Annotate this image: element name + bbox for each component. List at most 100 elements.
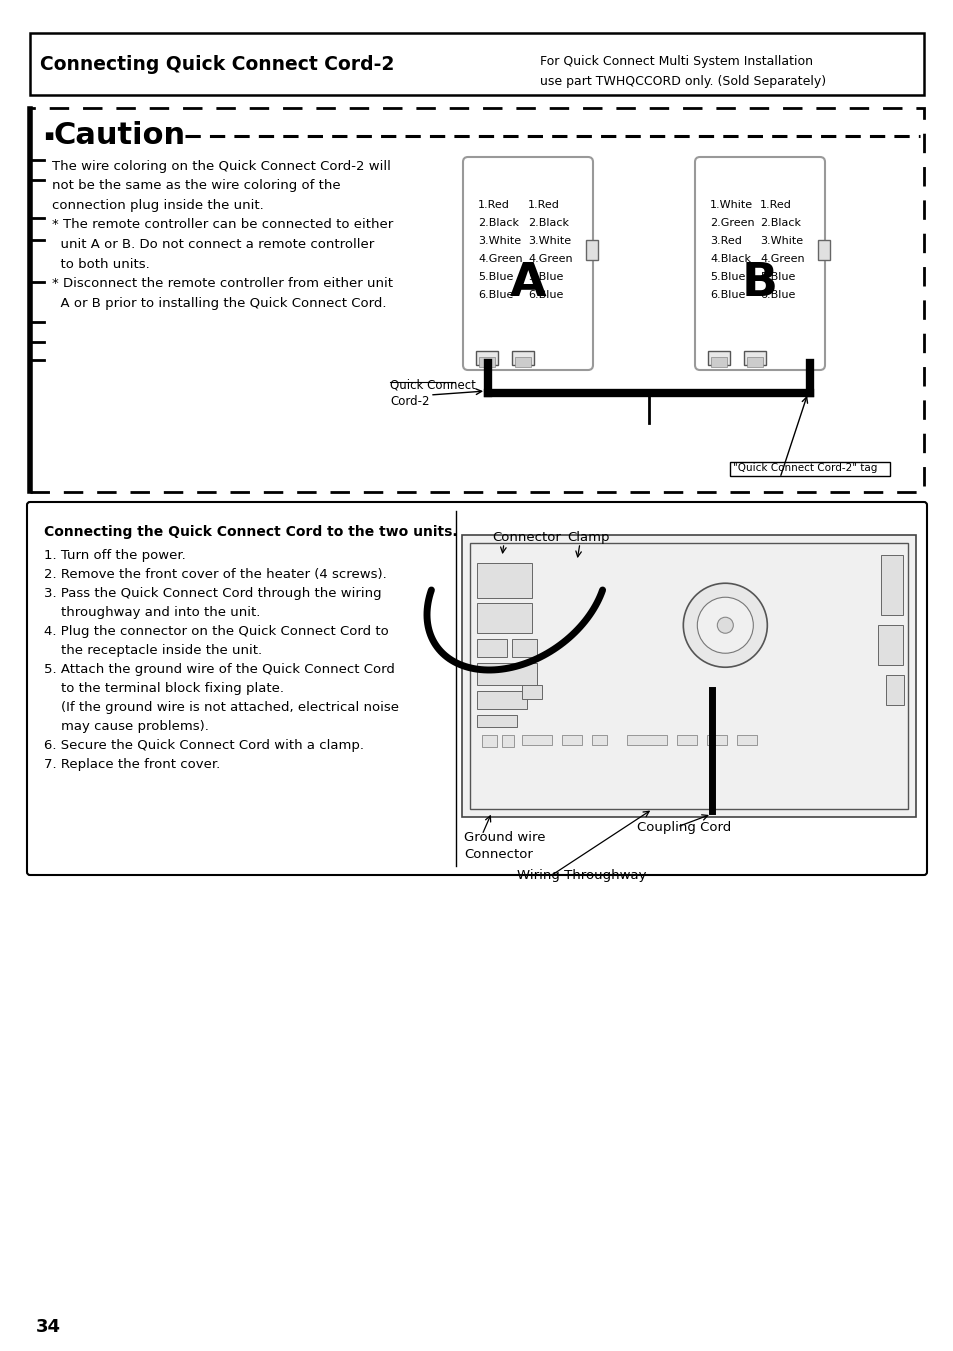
Text: 4. Plug the connector on the Quick Connect Cord to: 4. Plug the connector on the Quick Conne…: [44, 626, 388, 638]
Bar: [515, 357, 531, 367]
Text: to both units.: to both units.: [52, 258, 150, 270]
Text: 4.Green: 4.Green: [477, 254, 522, 263]
Text: The wire coloring on the Quick Connect Cord-2 will: The wire coloring on the Quick Connect C…: [52, 159, 391, 173]
Text: * The remote controller can be connected to either: * The remote controller can be connected…: [52, 219, 393, 231]
Text: 6.Blue: 6.Blue: [760, 290, 795, 300]
Text: ■: ■: [44, 131, 53, 141]
Text: 2. Remove the front cover of the heater (4 screws).: 2. Remove the front cover of the heater …: [44, 567, 386, 581]
Circle shape: [717, 617, 733, 634]
Bar: [521, 735, 552, 744]
Text: throughway and into the unit.: throughway and into the unit.: [44, 607, 260, 619]
Bar: [30, 32, 923, 95]
Text: 2.Black: 2.Black: [760, 218, 801, 228]
Text: 3.Red: 3.Red: [709, 236, 741, 246]
Bar: [476, 639, 506, 657]
Circle shape: [697, 597, 753, 654]
Bar: [501, 735, 514, 747]
Text: 5.Blue: 5.Blue: [760, 272, 795, 282]
Bar: [743, 351, 765, 365]
Text: Clamp: Clamp: [566, 531, 609, 544]
Text: 3.White: 3.White: [760, 236, 802, 246]
Bar: [561, 735, 581, 744]
Text: 6. Secure the Quick Connect Cord with a clamp.: 6. Secure the Quick Connect Cord with a …: [44, 739, 364, 753]
Bar: [706, 735, 726, 744]
FancyBboxPatch shape: [27, 503, 926, 875]
Text: 6.Blue: 6.Blue: [527, 290, 563, 300]
Bar: [729, 462, 889, 476]
Text: 5.Blue: 5.Blue: [709, 272, 744, 282]
Bar: [626, 735, 666, 744]
Text: Connecting Quick Connect Cord-2: Connecting Quick Connect Cord-2: [40, 55, 394, 74]
Text: 1. Turn off the power.: 1. Turn off the power.: [44, 549, 186, 562]
Text: Ground wire
Connector: Ground wire Connector: [463, 831, 545, 861]
Bar: [817, 240, 829, 259]
Circle shape: [682, 584, 766, 667]
Text: A or B prior to installing the Quick Connect Cord.: A or B prior to installing the Quick Con…: [52, 296, 386, 309]
Text: Quick Connect
Cord-2: Quick Connect Cord-2: [390, 378, 476, 408]
Text: 1.Red: 1.Red: [477, 200, 509, 209]
Text: 2.Green: 2.Green: [709, 218, 754, 228]
Text: may cause problems).: may cause problems).: [44, 720, 209, 734]
Text: (If the ground wire is not attached, electrical noise: (If the ground wire is not attached, ele…: [44, 701, 398, 713]
Text: 1.Red: 1.Red: [760, 200, 791, 209]
Text: Coupling Cord: Coupling Cord: [637, 821, 731, 834]
Bar: [592, 735, 606, 744]
Bar: [737, 735, 757, 744]
Text: A: A: [509, 261, 546, 305]
Text: Wiring Throughway: Wiring Throughway: [517, 869, 646, 882]
Bar: [470, 543, 907, 809]
Text: Connecting the Quick Connect Cord to the two units.: Connecting the Quick Connect Cord to the…: [44, 526, 457, 539]
Text: 5. Attach the ground wire of the Quick Connect Cord: 5. Attach the ground wire of the Quick C…: [44, 663, 395, 676]
Text: use part TWHQCCORD only. (Sold Separately): use part TWHQCCORD only. (Sold Separatel…: [539, 76, 825, 88]
Text: 6.Blue: 6.Blue: [709, 290, 744, 300]
Bar: [476, 715, 517, 727]
Text: not be the same as the wire coloring of the: not be the same as the wire coloring of …: [52, 180, 340, 192]
Text: the receptacle inside the unit.: the receptacle inside the unit.: [44, 644, 262, 657]
Bar: [461, 535, 915, 817]
Bar: [481, 735, 497, 747]
Text: 1.White: 1.White: [709, 200, 752, 209]
Bar: [677, 735, 697, 744]
Text: connection plug inside the unit.: connection plug inside the unit.: [52, 199, 263, 212]
FancyBboxPatch shape: [462, 157, 593, 370]
Bar: [476, 563, 532, 598]
Bar: [512, 639, 537, 657]
Bar: [880, 555, 902, 615]
Text: 3.White: 3.White: [527, 236, 571, 246]
FancyBboxPatch shape: [695, 157, 824, 370]
Text: 2.Black: 2.Black: [527, 218, 568, 228]
Text: 5.Blue: 5.Blue: [477, 272, 513, 282]
Bar: [512, 351, 534, 365]
Text: 6.Blue: 6.Blue: [477, 290, 513, 300]
Bar: [521, 685, 541, 698]
Text: 7. Replace the front cover.: 7. Replace the front cover.: [44, 758, 220, 771]
Text: Caution: Caution: [54, 122, 186, 150]
Text: 3.White: 3.White: [477, 236, 520, 246]
Text: 3. Pass the Quick Connect Cord through the wiring: 3. Pass the Quick Connect Cord through t…: [44, 586, 381, 600]
Text: 4.Green: 4.Green: [760, 254, 803, 263]
Text: 1.Red: 1.Red: [527, 200, 559, 209]
Text: 2.Black: 2.Black: [477, 218, 518, 228]
Bar: [885, 676, 903, 705]
Text: For Quick Connect Multi System Installation: For Quick Connect Multi System Installat…: [539, 55, 812, 68]
Bar: [710, 357, 726, 367]
Text: 4.Green: 4.Green: [527, 254, 572, 263]
Bar: [476, 690, 526, 709]
Bar: [877, 626, 902, 665]
Bar: [476, 603, 532, 634]
Text: * Disconnect the remote controller from either unit: * Disconnect the remote controller from …: [52, 277, 393, 290]
Text: "Quick Connect Cord-2" tag: "Quick Connect Cord-2" tag: [732, 463, 877, 473]
Bar: [707, 351, 729, 365]
Bar: [476, 663, 537, 685]
Text: B: B: [741, 261, 778, 305]
Bar: [585, 240, 598, 259]
Text: to the terminal block fixing plate.: to the terminal block fixing plate.: [44, 682, 284, 694]
Text: 4.Black: 4.Black: [709, 254, 750, 263]
Bar: [476, 351, 497, 365]
Text: Connector: Connector: [492, 531, 560, 544]
Bar: [478, 357, 495, 367]
Text: 34: 34: [36, 1319, 61, 1336]
Bar: [30, 108, 923, 492]
Text: unit A or B. Do not connect a remote controller: unit A or B. Do not connect a remote con…: [52, 238, 374, 251]
Bar: [746, 357, 762, 367]
